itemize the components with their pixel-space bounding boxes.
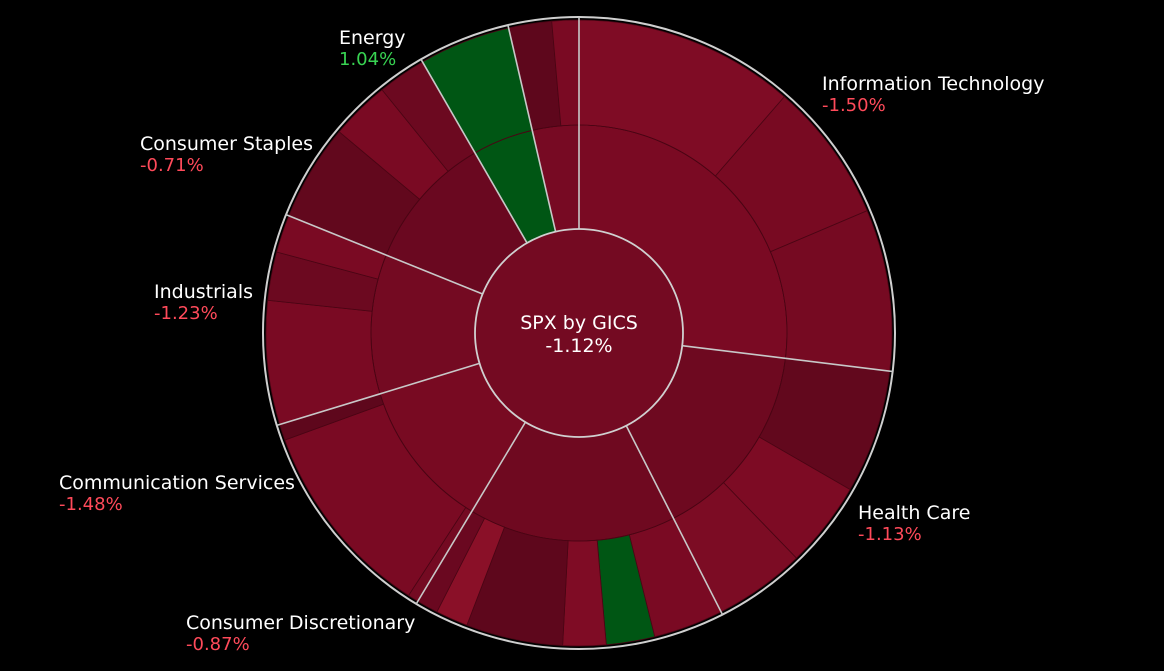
label-industrials-name: Industrials bbox=[154, 281, 253, 303]
label-consumer-discretionary-name: Consumer Discretionary bbox=[186, 612, 415, 634]
label-energy-name: Energy bbox=[339, 27, 406, 49]
center-disc[interactable] bbox=[474, 228, 684, 438]
label-communication-services-name: Communication Services bbox=[59, 472, 295, 494]
center-hub[interactable]: SPX by GICS -1.12% bbox=[474, 228, 684, 438]
separator-industrials bbox=[276, 362, 480, 427]
label-consumer-staples-change: -0.71% bbox=[140, 155, 204, 176]
label-industrials-change: -1.23% bbox=[154, 303, 218, 324]
label-energy-change: 1.04% bbox=[339, 49, 396, 70]
rings-group bbox=[262, 16, 896, 650]
label-consumer-staples-name: Consumer Staples bbox=[140, 133, 313, 155]
label-information-technology-name: Information Technology bbox=[822, 73, 1044, 95]
separator-other-7 bbox=[507, 24, 557, 232]
center-value: -1.12% bbox=[545, 335, 612, 357]
label-communication-services-change: -1.48% bbox=[59, 494, 123, 515]
center-label: SPX by GICS bbox=[520, 312, 638, 334]
separator-consumer-staples bbox=[285, 213, 483, 295]
separator-health-care bbox=[682, 344, 893, 373]
separator-energy bbox=[420, 58, 528, 244]
label-health-care-change: -1.13% bbox=[858, 524, 922, 545]
separator-communication-services bbox=[415, 421, 527, 605]
sector-labels: Information Technology-1.50%Health Care-… bbox=[59, 27, 1044, 655]
label-information-technology-change: -1.50% bbox=[822, 95, 886, 116]
sector-separators bbox=[276, 17, 893, 615]
separator-consumer-discretionary bbox=[625, 425, 724, 615]
label-consumer-discretionary-change: -0.87% bbox=[186, 634, 250, 655]
label-health-care-name: Health Care bbox=[858, 502, 970, 524]
